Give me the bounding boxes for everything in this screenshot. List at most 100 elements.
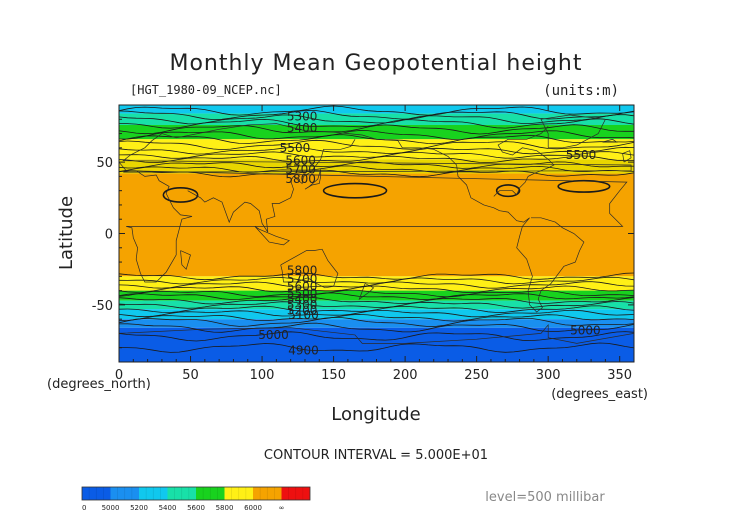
contour-label-5: 5700 (285, 162, 316, 176)
band-7 (119, 290, 634, 301)
contour-line-3 (119, 118, 634, 129)
contour-label-10: 5500 (287, 286, 318, 300)
contour-label-17: 4900 (288, 344, 319, 358)
contour-line-4 (119, 124, 634, 135)
coastline-8 (493, 126, 555, 197)
contour-label-11: 5400 (287, 292, 318, 306)
contour-line-15 (119, 276, 634, 285)
contour-line-14 (119, 272, 634, 281)
contour-label-8: 5700 (287, 272, 318, 286)
contour-label-6: 5800 (285, 172, 316, 186)
contour-label-7: 5800 (287, 264, 318, 278)
chart-title: Monthly Mean Geopotential height (169, 51, 582, 76)
contour-line-12 (119, 165, 634, 173)
contour-line-28 (119, 342, 634, 353)
contour-label-13: 5200 (287, 304, 318, 318)
coastline-4 (304, 169, 322, 190)
contour-interval-text: CONTOUR INTERVAL = 5.000E+01 (264, 448, 488, 463)
x-tick-label-6: 300 (536, 368, 561, 383)
coastline-7 (376, 138, 585, 313)
y-tick-label-0: -50 (92, 299, 113, 314)
colorbar-swatch-1 (110, 487, 139, 500)
contour-label-2: 5500 (280, 141, 311, 155)
coastline-1 (187, 139, 356, 233)
colorbar-swatch-7 (281, 487, 310, 500)
colorbar-swatch-4 (196, 487, 225, 500)
coastline-0 (119, 123, 632, 283)
y-tick-label-1: 0 (105, 228, 113, 243)
contour-line-13 (119, 169, 634, 178)
y-unit-label: (degrees_north) (47, 377, 151, 392)
coastline-12 (119, 323, 634, 344)
x-tick-label-4: 200 (393, 368, 418, 383)
band-9 (119, 309, 634, 320)
contour-label-15: 5000 (258, 328, 289, 342)
coastline-6 (254, 226, 290, 246)
contour-label-12: 5300 (287, 298, 318, 312)
colorbar-label-1: 5000 (102, 504, 120, 512)
band-5 (119, 173, 634, 277)
coastline-11 (622, 150, 632, 163)
contour-line-16 (119, 281, 634, 289)
coastline-5 (180, 250, 191, 270)
axes: 0 50 100 150 200 250 300 350 -50 0 50 (92, 104, 635, 383)
y-axis-label: Latitude (56, 196, 77, 270)
x-tick-label-0: 0 (115, 368, 123, 383)
coastlines (119, 114, 634, 344)
colorbar-swatch-2 (139, 487, 168, 500)
contour-label-14: 5100 (288, 308, 319, 322)
contour-label-3: 5500 (566, 148, 597, 162)
colorbar-label-3: 5400 (159, 504, 177, 512)
contour-label-4: 5600 (285, 154, 316, 168)
contour-line-17 (119, 285, 634, 294)
contour-line-21 (119, 301, 634, 309)
colorbar-label-5: 5800 (216, 504, 234, 512)
colorbar: 0 5000 5200 5400 5600 5800 6000 ∞ (81, 486, 311, 512)
coastline-10 (602, 138, 618, 143)
x-axis-label: Longitude (331, 404, 421, 425)
contour-cell-0 (162, 187, 199, 203)
contour-cell-1 (322, 182, 388, 199)
x-tick-label-2: 100 (250, 368, 275, 383)
plot-area: 5300540055005500560057005800580057005600… (119, 105, 634, 362)
level-text: level=500 millibar (485, 490, 605, 505)
contour-line-19 (119, 292, 634, 300)
file-label: [HGT_1980-09_NCEP.nc] (130, 83, 282, 97)
coastline-9 (540, 114, 606, 149)
contour-line-27 (119, 331, 634, 342)
colorbar-swatch-0 (82, 487, 111, 500)
contour-line-20 (119, 296, 634, 305)
colorbar-label-4: 5600 (187, 504, 205, 512)
band-11 (119, 327, 634, 362)
band-1 (119, 113, 634, 125)
colorbar-swatch-5 (224, 487, 253, 500)
band-4 (119, 159, 634, 174)
colorbar-swatch-3 (167, 487, 196, 500)
y-tick-label-2: 50 (96, 156, 113, 171)
colorbar-label-6: 6000 (244, 504, 262, 512)
contour-label-9: 5600 (287, 279, 318, 293)
contour-line-22 (119, 305, 634, 313)
colorbar-label-0: 0 (82, 504, 86, 512)
colorbar-label-2: 5200 (130, 504, 148, 512)
x-tick-label-7: 350 (607, 368, 632, 383)
colorbar-label-7: ∞ (279, 504, 285, 512)
coastline-3 (358, 283, 375, 301)
coastline-2 (280, 248, 339, 289)
x-tick-label-1: 50 (182, 368, 199, 383)
x-tick-label-3: 150 (321, 368, 346, 383)
contour-line-18 (119, 289, 634, 298)
contour-label-16: 5000 (570, 324, 601, 338)
contour-cell-2 (495, 184, 521, 198)
contour-cell-3 (557, 179, 611, 193)
units-label: (units:m) (543, 83, 619, 99)
contour-line-11 (119, 161, 634, 169)
colorbar-swatch-6 (253, 487, 282, 500)
band-10 (119, 319, 634, 328)
contour-line-7 (119, 139, 634, 151)
contour-line-24 (119, 313, 634, 322)
x-unit-label: (degrees_east) (551, 387, 648, 402)
contour-line-23 (119, 309, 634, 318)
contour-line-25 (119, 316, 634, 327)
